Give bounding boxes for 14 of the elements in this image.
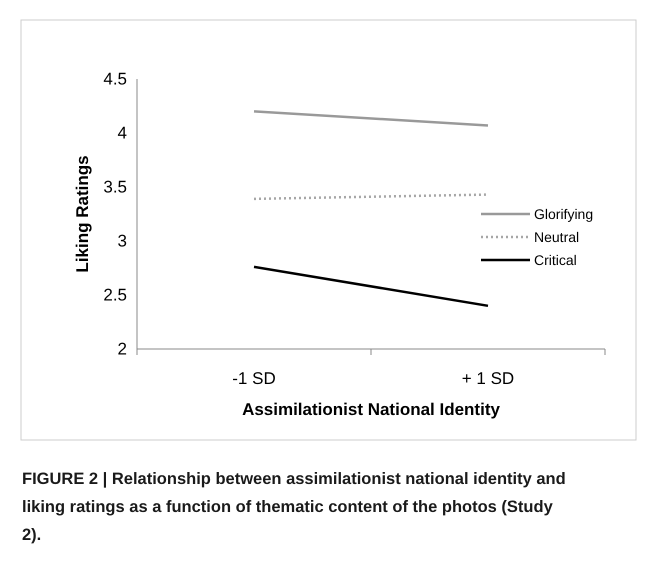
legend-label: Critical — [534, 252, 577, 268]
x-tick-label: -1 SD — [232, 369, 276, 388]
y-axis-title: Liking Ratings — [73, 155, 92, 273]
legend-label: Glorifying — [534, 206, 594, 222]
legend-label: Neutral — [534, 228, 580, 245]
y-tick-label: 2 — [118, 340, 127, 358]
y-tick-label: 3.5 — [103, 178, 127, 196]
y-tick-label: 3 — [118, 232, 127, 250]
y-tick-label: 2.5 — [103, 286, 127, 304]
y-tick-label: 4.5 — [103, 70, 127, 88]
x-axis-title: Assimilationist National Identity — [242, 400, 500, 419]
x-tick-label: + 1 SD — [462, 369, 514, 388]
caption: FIGURE 2 | Relationship between assimilationist national identity and liking ratings as a function of thematic content of the photos (Study 2). — [22, 470, 566, 544]
y-tick-label: 4 — [118, 124, 127, 142]
